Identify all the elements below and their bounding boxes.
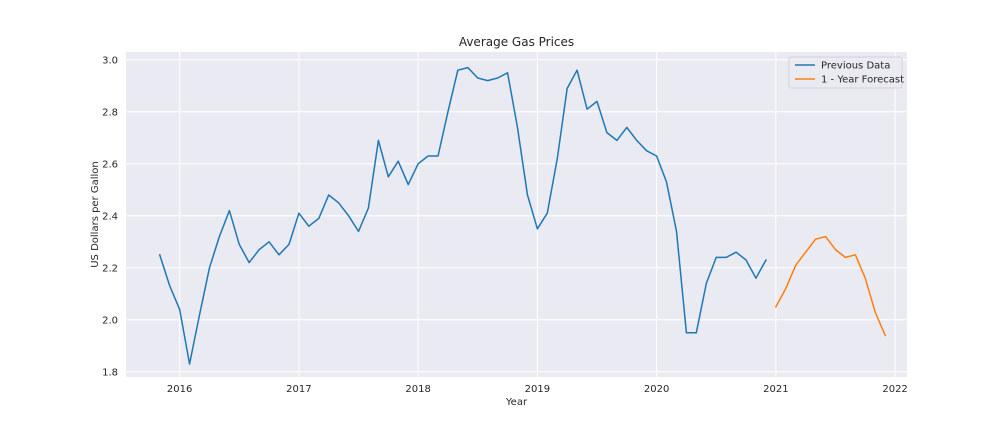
x-tick-labels: 2016 2017 2018 2019 2020 2021 2022 (167, 384, 908, 395)
x-tick-label: 2017 (286, 384, 311, 395)
x-tick-label: 2016 (167, 384, 192, 395)
y-tick-label: 2.8 (102, 107, 118, 118)
x-tick-label: 2022 (882, 384, 907, 395)
series-lines (158, 66, 887, 365)
y-tick-label: 2.0 (102, 315, 118, 326)
y-tick-label: 2.6 (102, 159, 118, 170)
plot-area (126, 52, 907, 377)
y-tick-label: 2.4 (102, 211, 118, 222)
x-tick-label: 2020 (644, 384, 669, 395)
series-line-forecast (774, 235, 887, 337)
x-tick-label: 2018 (405, 384, 430, 395)
y-tick-label: 3.0 (102, 55, 118, 66)
chart-title: Average Gas Prices (459, 35, 574, 49)
legend: Previous Data 1 - Year Forecast (788, 56, 904, 89)
grid-lines (126, 52, 907, 377)
x-tick-label: 2021 (763, 384, 788, 395)
x-tick-label: 2019 (525, 384, 550, 395)
series-line-previous-data (158, 66, 767, 365)
y-tick-label: 2.2 (102, 263, 118, 274)
legend-box (788, 56, 903, 89)
legend-label-previous-data: Previous Data (821, 61, 890, 72)
legend-label-forecast: 1 - Year Forecast (821, 75, 904, 86)
y-tick-label: 1.8 (102, 367, 118, 378)
x-axis-label: Year (505, 397, 528, 408)
y-axis-label: US Dollars per Gallon (90, 161, 101, 268)
y-tick-labels: 1.8 2.0 2.2 2.4 2.6 2.8 3.0 (102, 55, 118, 378)
